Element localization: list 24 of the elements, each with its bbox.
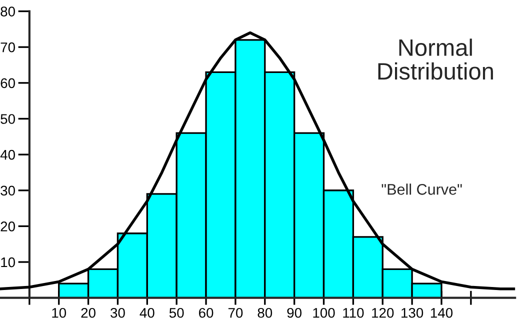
y-tick-label: 30 bbox=[0, 186, 15, 196]
x-tick-label: 70 bbox=[228, 308, 243, 318]
x-tick-label: 20 bbox=[81, 308, 96, 318]
y-tick-label: 80 bbox=[0, 6, 15, 16]
x-tick-label: 140 bbox=[430, 308, 453, 318]
x-tick-label: 50 bbox=[169, 308, 184, 318]
annotation: "Bell Curve" bbox=[382, 184, 462, 195]
y-tick-label: 60 bbox=[0, 78, 15, 88]
x-tick-label: 100 bbox=[313, 308, 335, 318]
x-tick-label: 90 bbox=[287, 308, 302, 318]
x-tick-label: 120 bbox=[372, 308, 394, 318]
y-tick-label: 10 bbox=[1, 257, 15, 268]
x-tick-label: 60 bbox=[199, 308, 214, 318]
y-tick-label: 40 bbox=[0, 150, 15, 160]
text: Normal Distribution bbox=[378, 38, 493, 80]
y-tick-label: 50 bbox=[0, 114, 15, 124]
x-tick-label: 80 bbox=[258, 308, 272, 318]
x-tick-label: 40 bbox=[140, 308, 154, 318]
x-tick-label: 10 bbox=[52, 308, 66, 318]
y-tick-label: 20 bbox=[0, 222, 15, 232]
x-tick-label: 110 bbox=[343, 308, 364, 318]
y-tick-label: 70 bbox=[0, 42, 15, 52]
x-tick-label: 130 bbox=[402, 308, 424, 318]
x-tick-label: 30 bbox=[110, 308, 125, 318]
